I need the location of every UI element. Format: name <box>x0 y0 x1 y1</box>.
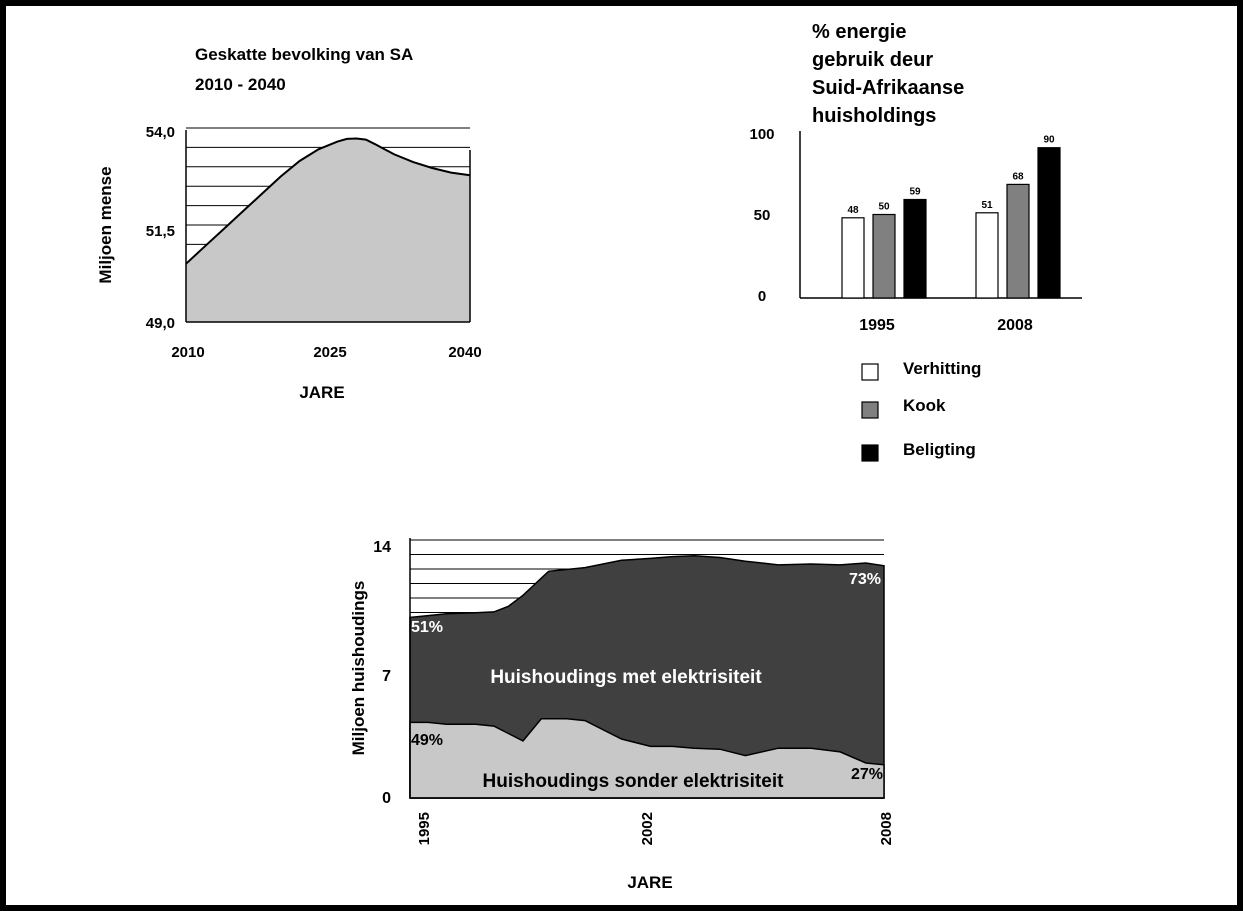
legend-label-verhitting: Verhitting <box>903 359 981 378</box>
population-chart-subtitle: 2010 - 2040 <box>195 75 286 94</box>
population-line <box>185 137 471 265</box>
energy-x-tick-2008: 2008 <box>997 317 1033 334</box>
without-electricity-start-label: 49% <box>411 732 443 749</box>
households-x-tick-2002: 2002 <box>639 812 656 845</box>
energy-title-line-1: % energie <box>812 21 906 43</box>
energy-title-line-4: huisholdings <box>812 105 936 127</box>
population-y-tick-top: 54,0 <box>146 124 175 141</box>
population-chart: Geskatte bevolking van SA 2010 - 2040 54… <box>96 45 482 402</box>
population-chart-title: Geskatte bevolking van SA <box>195 45 413 64</box>
households-without-electricity-area <box>409 718 885 799</box>
with-electricity-start-label: 51% <box>411 619 443 636</box>
households-chart: 51% 73% Huishoudings met elektrisiteit 4… <box>349 538 895 892</box>
bar-value-label: 90 <box>1043 135 1055 146</box>
energy-legend: Verhitting Kook Beligting <box>861 359 981 462</box>
bar-value-label: 51 <box>981 200 993 211</box>
with-electricity-area-label: Huishoudings met elektrisiteit <box>490 667 762 688</box>
households-y-tick-0: 0 <box>382 790 391 807</box>
without-electricity-area-label: Huishoudings sonder elektrisiteit <box>483 771 785 792</box>
bar-value-label: 68 <box>1012 171 1024 182</box>
bar-beligting-1995 <box>903 198 927 299</box>
households-x-tick-2008: 2008 <box>878 812 895 845</box>
legend-label-beligting: Beligting <box>903 440 976 459</box>
legend-swatch-verhitting <box>861 363 879 381</box>
legend-swatch-kook <box>861 401 879 419</box>
population-x-tick-2040: 2040 <box>448 344 481 361</box>
households-y-tick-7: 7 <box>382 668 391 685</box>
population-y-tick-bottom: 49,0 <box>146 315 175 332</box>
energy-y-tick-0: 0 <box>758 288 766 305</box>
population-x-tick-2025: 2025 <box>313 344 346 361</box>
households-x-tick-1995: 1995 <box>416 812 433 845</box>
population-y-tick-mid: 51,5 <box>146 223 175 240</box>
population-x-tick-2010: 2010 <box>171 344 204 361</box>
legend-swatch-beligting <box>861 444 879 462</box>
bar-value-label: 48 <box>847 205 859 216</box>
without-electricity-end-label: 27% <box>851 766 883 783</box>
energy-chart: % energie gebruik deur Suid-Afrikaanse h… <box>749 21 1082 462</box>
households-y-label: Miljoen huishoudings <box>349 581 368 756</box>
energy-x-tick-1995: 1995 <box>859 317 895 334</box>
energy-y-tick-100: 100 <box>749 126 774 143</box>
energy-title-line-2: gebruik deur <box>812 49 933 71</box>
bar-value-label: 50 <box>878 202 890 213</box>
households-x-label: JARE <box>627 873 672 892</box>
population-area <box>186 138 470 322</box>
bar-verhitting-2008 <box>975 212 999 299</box>
bar-verhitting-1995 <box>841 217 865 299</box>
population-x-label: JARE <box>299 383 344 402</box>
bar-value-label: 59 <box>909 187 921 198</box>
energy-y-tick-50: 50 <box>754 207 771 224</box>
population-y-label: Miljoen mense <box>96 166 115 283</box>
bar-kook-2008 <box>1006 183 1030 299</box>
energy-bars: 48 50 59 51 68 90 <box>841 135 1061 299</box>
bar-kook-1995 <box>872 213 896 299</box>
households-y-tick-14: 14 <box>373 539 391 556</box>
energy-title-line-3: Suid-Afrikaanse <box>812 77 964 99</box>
legend-label-kook: Kook <box>903 396 946 415</box>
bar-beligting-2008 <box>1037 147 1061 299</box>
with-electricity-end-label: 73% <box>849 571 881 588</box>
